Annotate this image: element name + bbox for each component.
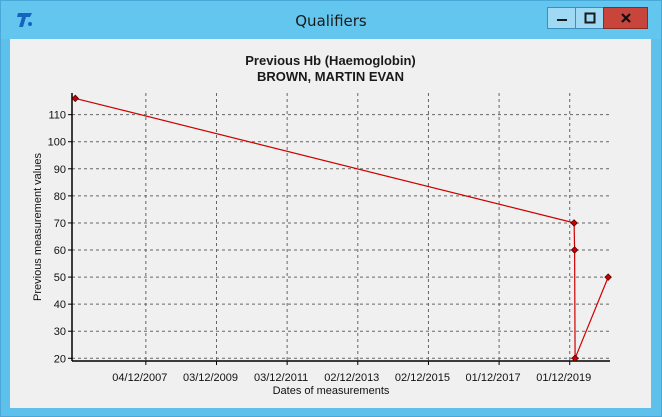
x-tick-label: 01/12/2017: [466, 372, 521, 384]
maximize-button[interactable]: [575, 7, 604, 29]
plot-area: [72, 93, 610, 361]
app-logo-icon: [17, 13, 32, 27]
y-tick-label: 60: [54, 245, 66, 257]
x-axis-label: Dates of measurements: [273, 385, 390, 397]
maximize-icon: [584, 12, 595, 24]
data-point: [71, 94, 80, 103]
window-title: Qualifiers: [295, 12, 367, 30]
data-point: [604, 273, 612, 281]
close-button[interactable]: [603, 7, 648, 29]
chart-panel: Previous Hb (Haemoglobin) BROWN, MARTIN …: [10, 39, 651, 408]
y-axis-label: Previous measurement values: [32, 153, 44, 301]
title-bar[interactable]: Qualifiers: [1, 1, 661, 39]
chart-subtitle: BROWN, MARTIN EVAN: [256, 69, 405, 84]
y-tick-label: 40: [54, 299, 66, 311]
x-tick-label: 02/12/2013: [324, 372, 379, 384]
line-chart: 20 30 40 50 60 70 80 90 100 110 04/12/2007 03/12/20…: [32, 93, 612, 397]
chart-title: Previous Hb (Haemoglobin): [245, 53, 416, 68]
x-tick-label: 04/12/2007: [112, 372, 167, 384]
y-tick-label: 30: [54, 326, 66, 338]
x-tick-label: 03/12/2011: [254, 372, 308, 384]
y-tick-label: 100: [48, 137, 66, 149]
x-tick-label: 03/12/2009: [183, 372, 238, 384]
y-tick-label: 90: [54, 164, 66, 176]
close-icon: [620, 13, 631, 23]
x-tick-label: 01/12/2019: [536, 372, 591, 384]
y-tick-label: 110: [48, 110, 66, 122]
data-point: [570, 246, 579, 254]
x-tick-label: 02/12/2015: [395, 372, 450, 384]
minimize-icon: [556, 19, 567, 21]
y-tick-label: 70: [54, 218, 66, 230]
data-point: [570, 219, 578, 227]
minimize-button[interactable]: [547, 7, 576, 29]
data-point: [571, 354, 579, 363]
y-tick-label: 80: [54, 191, 66, 203]
y-tick-label: 50: [54, 272, 66, 284]
y-tick-label: 20: [54, 353, 66, 365]
